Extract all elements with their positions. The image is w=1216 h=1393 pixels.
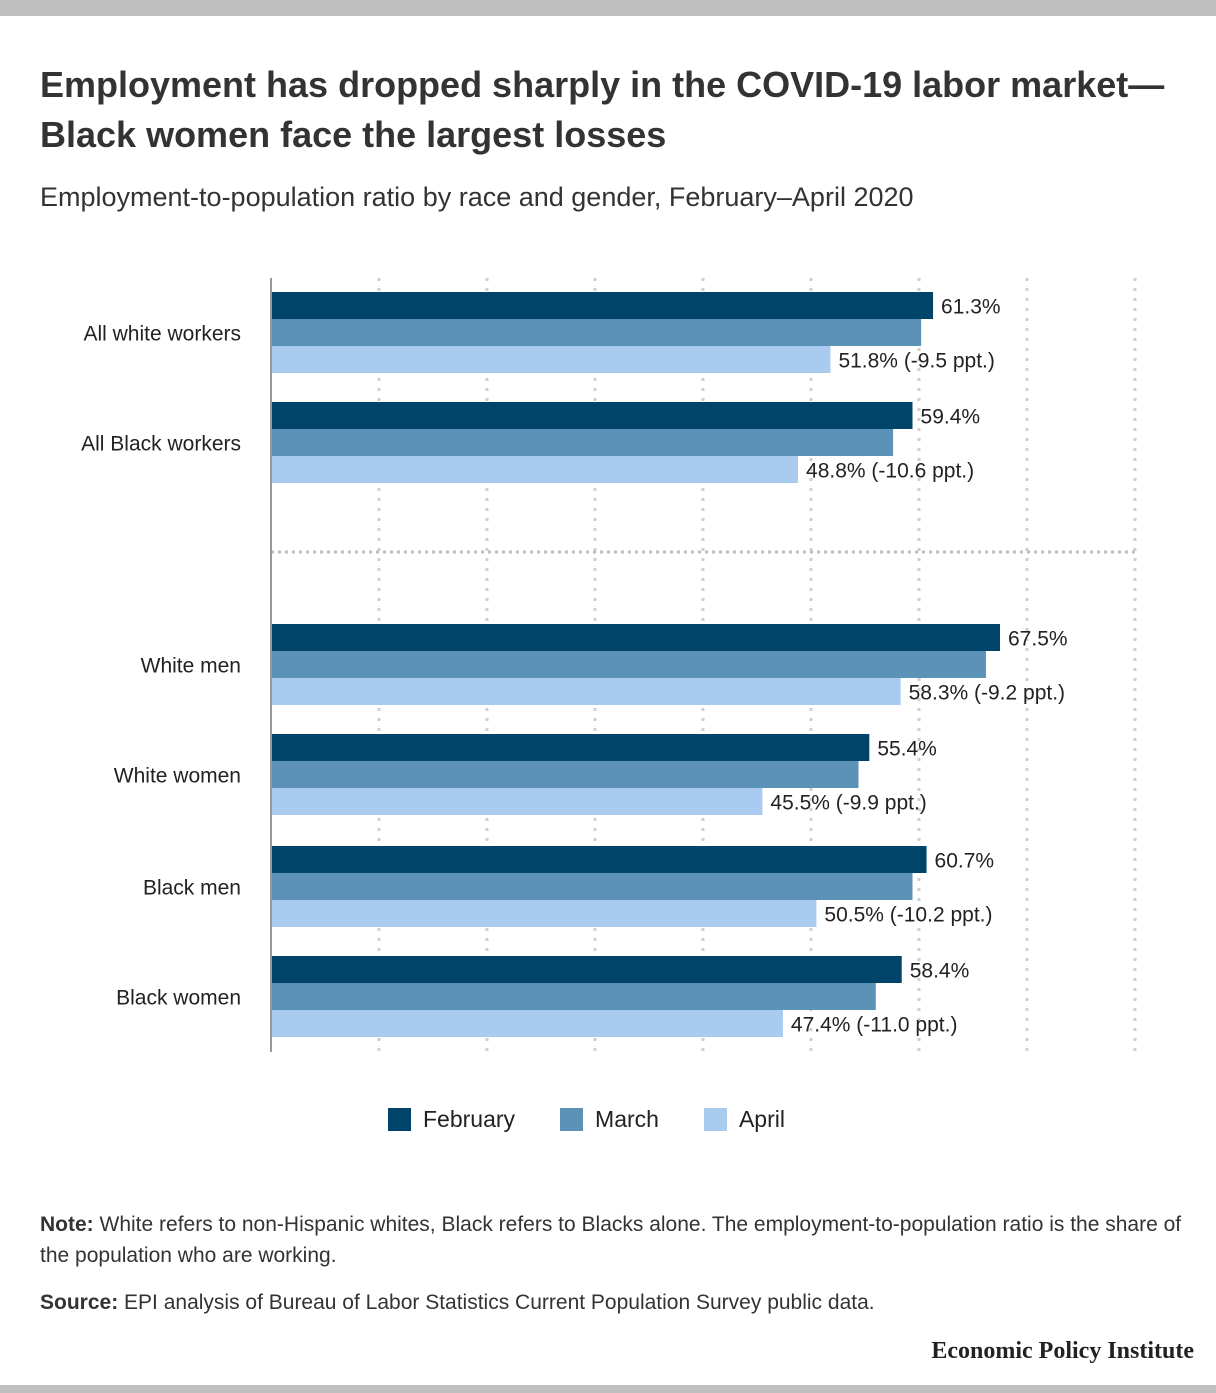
top-rule <box>0 0 1216 16</box>
legend-label-march: March <box>595 1106 659 1132</box>
legend-swatch-march <box>560 1108 584 1131</box>
bar-chart: All white workers 61.3% 51.8% (-9.5 ppt.) A… <box>81 278 1137 1052</box>
data-label-february-0: 61.3% <box>941 296 1001 319</box>
publisher-logo: Economic Policy Institute <box>931 1338 1194 1364</box>
data-label-april-5: 47.4% (-11.0 ppt.) <box>791 1014 958 1037</box>
bar-march-3 <box>271 761 859 788</box>
bar-february-0 <box>271 292 934 319</box>
data-label-april-2: 58.3% (-9.2 ppt.) <box>909 682 1065 705</box>
legend-swatch-february <box>388 1108 411 1131</box>
category-label-5: Black women <box>116 987 241 1010</box>
chart-legend: February March April <box>388 1106 830 1133</box>
data-label-february-5: 58.4% <box>910 960 970 983</box>
bar-march-5 <box>271 983 876 1010</box>
bar-april-3 <box>271 788 763 815</box>
data-label-february-3: 55.4% <box>877 738 937 761</box>
legend-label-february: February <box>423 1106 516 1132</box>
data-label-february-4: 60.7% <box>935 850 995 873</box>
data-label-april-1: 48.8% (-10.6 ppt.) <box>806 460 974 483</box>
source-text: EPI analysis of Bureau of Labor Statisti… <box>118 1291 875 1314</box>
data-label-april-4: 50.5% (-10.2 ppt.) <box>824 904 992 927</box>
note-label: Note: <box>40 1213 94 1236</box>
category-label-0: All white workers <box>83 323 241 346</box>
bar-april-4 <box>271 900 817 927</box>
category-label-4: Black men <box>143 877 241 900</box>
bar-march-2 <box>271 651 986 678</box>
chart-note: Note: White refers to non-Hispanic white… <box>40 1209 1190 1271</box>
bar-march-1 <box>271 429 894 456</box>
bottom-rule <box>0 1385 1216 1393</box>
bar-april-5 <box>271 1010 783 1037</box>
bar-february-3 <box>271 734 870 761</box>
data-label-april-3: 45.5% (-9.9 ppt.) <box>770 792 926 815</box>
category-label-2: White men <box>141 655 241 678</box>
data-label-february-2: 67.5% <box>1008 628 1068 651</box>
bar-april-1 <box>271 456 799 483</box>
data-label-april-0: 51.8% (-9.5 ppt.) <box>838 350 994 373</box>
bar-march-4 <box>271 873 913 900</box>
bar-february-1 <box>271 402 913 429</box>
category-label-1: All Black workers <box>81 433 241 456</box>
legend-label-april: April <box>738 1106 785 1132</box>
bar-february-2 <box>271 624 1000 651</box>
legend-item-march: March <box>560 1106 659 1133</box>
note-text: White refers to non-Hispanic whites, Bla… <box>40 1213 1182 1267</box>
bar-april-2 <box>271 678 901 705</box>
bar-february-4 <box>271 846 927 873</box>
category-label-3: White women <box>114 765 241 788</box>
legend-item-april: April <box>703 1106 785 1133</box>
bar-february-5 <box>271 956 902 983</box>
legend-swatch-april <box>703 1108 727 1131</box>
data-label-february-1: 59.4% <box>921 406 981 429</box>
bar-march-0 <box>271 319 922 346</box>
chart-source: Source: EPI analysis of Bureau of Labor … <box>40 1287 1190 1318</box>
chart-subtitle: Employment-to-population ratio by race a… <box>40 182 914 212</box>
legend-item-february: February <box>388 1106 515 1133</box>
bar-april-0 <box>271 346 831 373</box>
source-label: Source: <box>40 1291 119 1314</box>
chart-title: Employment has dropped sharply in the CO… <box>40 64 1165 155</box>
